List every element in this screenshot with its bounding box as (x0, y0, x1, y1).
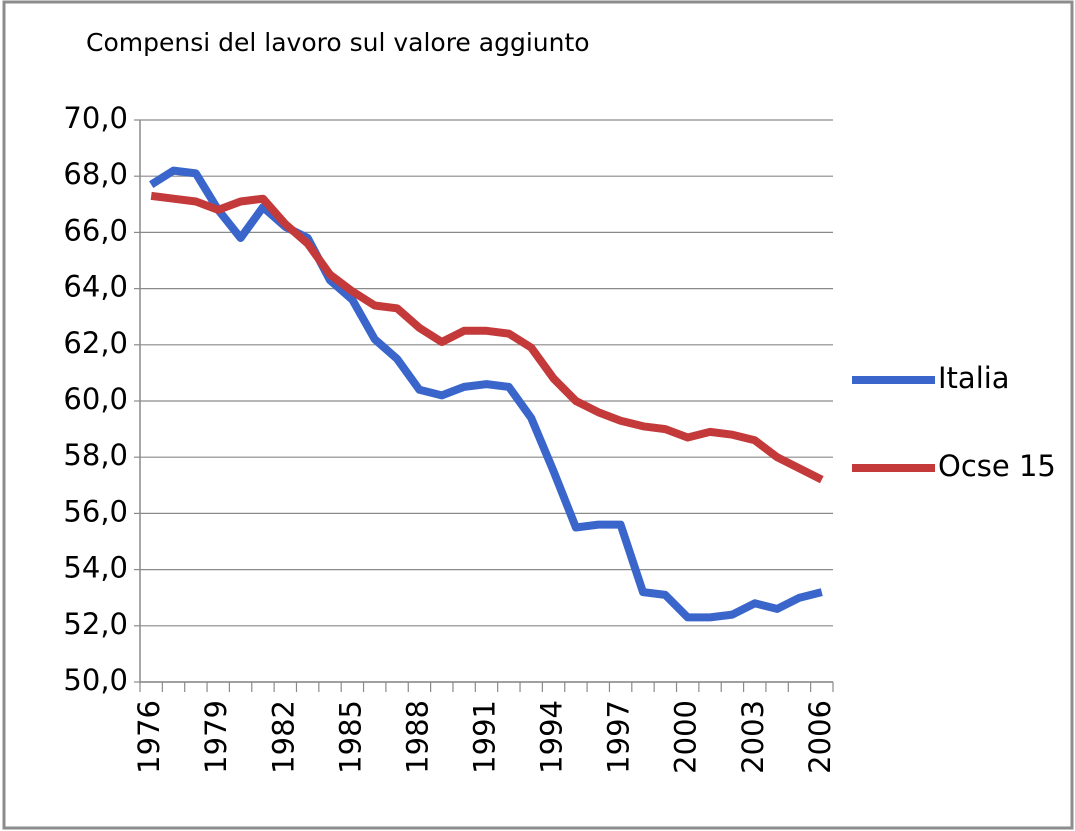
x-tick-label: 1976 (132, 700, 166, 774)
x-tick-label: 1988 (400, 700, 434, 774)
x-tick-label: 1991 (468, 700, 502, 774)
legend-label: Italia (938, 361, 1010, 395)
chart-title: Compensi del lavoro sul valore aggiunto (86, 28, 590, 57)
x-tick-label: 1982 (266, 700, 300, 774)
y-tick-label: 64,0 (63, 270, 128, 304)
y-tick-label: 62,0 (63, 326, 128, 360)
x-tick-label: 1997 (602, 700, 636, 774)
x-tick-label: 2003 (736, 700, 770, 774)
y-tick-label: 56,0 (63, 494, 128, 528)
y-tick-label: 52,0 (63, 607, 128, 641)
y-tick-label: 58,0 (63, 438, 128, 472)
series-line (150, 191, 824, 484)
x-tick-label: 1985 (333, 700, 367, 774)
y-tick-label: 50,0 (63, 663, 128, 697)
y-tick-label: 68,0 (63, 157, 128, 191)
legend-label: Ocse 15 (938, 449, 1056, 483)
y-tick-label: 70,0 (63, 101, 128, 135)
x-tick-label: 1979 (199, 700, 233, 774)
y-tick-label: 60,0 (63, 382, 128, 416)
series-line (149, 166, 823, 622)
y-tick-label: 66,0 (63, 213, 128, 247)
y-tick-label: 54,0 (63, 551, 128, 585)
x-tick-label: 2000 (669, 700, 703, 774)
x-tick-label: 1994 (535, 700, 569, 774)
x-tick-label: 2006 (803, 700, 837, 774)
